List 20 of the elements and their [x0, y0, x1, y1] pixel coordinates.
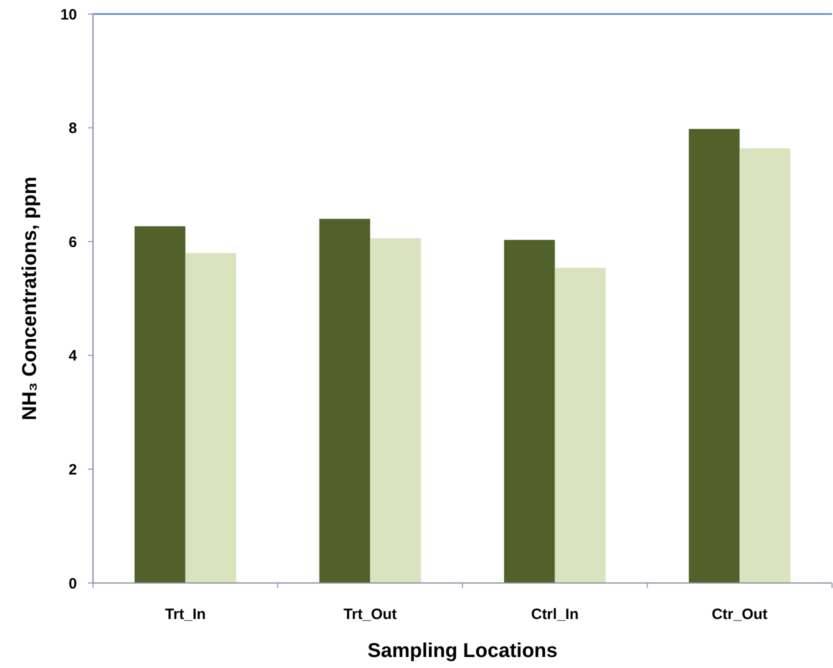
y-tick-label: 4 [68, 348, 78, 365]
bar [319, 218, 370, 583]
y-axis-title: NH₃ Concentrations, ppm [19, 176, 41, 420]
x-axis-title: Sampling Locations [367, 640, 558, 662]
x-tick-label: Ctr_Out [712, 606, 768, 623]
bar [688, 128, 740, 583]
y-tick-label: 8 [68, 120, 77, 138]
bar [504, 240, 555, 583]
bar [740, 148, 790, 583]
x-tick-label: Trt_Out [343, 606, 397, 623]
y-tick-label: 0 [68, 575, 77, 592]
y-tick-label: 6 [68, 234, 77, 251]
y-tick-label: 10 [60, 6, 77, 24]
bar [134, 226, 186, 583]
y-tick-label: 2 [68, 461, 77, 478]
bar [370, 238, 421, 583]
x-tick-label: Ctrl_In [531, 606, 579, 623]
x-tick-label: Trt_In [164, 606, 206, 623]
bar [554, 268, 606, 583]
bar [185, 252, 236, 583]
